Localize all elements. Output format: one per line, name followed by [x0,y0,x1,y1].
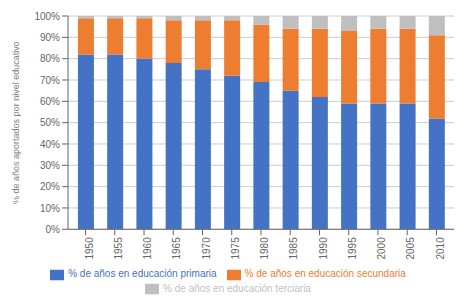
html-text:% de años en educación secunda: % de años en educación secundaria [244,268,406,280]
svg-text:% de años aportados por nivel: % de años aportados por nivel educativo [11,41,21,204]
svg-text:2010: 2010 [435,237,446,260]
svg-text:1980: 1980 [259,237,270,260]
svg-text:40%: 40% [40,139,60,150]
svg-text:1985: 1985 [288,237,299,260]
svg-text:60%: 60% [40,96,60,107]
svg-text:100%: 100% [34,11,60,22]
svg-text:1950: 1950 [84,237,95,260]
svg-text:2000: 2000 [376,237,387,260]
html-text:% de años en educación terciar: % de años en educación terciaria [163,282,311,294]
svg-text:0%: 0% [46,224,61,235]
svg-text:70%: 70% [40,75,60,86]
svg-text:90%: 90% [40,32,60,43]
svg-text:50%: 50% [40,117,60,128]
html-text:% de años en educación primari: % de años en educación primaria [68,268,217,280]
svg-text:1995: 1995 [347,237,358,260]
svg-text:10%: 10% [40,203,60,214]
svg-text:30%: 30% [40,160,60,171]
svg-text:80%: 80% [40,53,60,64]
svg-text:1975: 1975 [230,237,241,260]
svg-text:1960: 1960 [142,237,153,260]
svg-text:2005: 2005 [405,237,416,260]
svg-text:20%: 20% [40,181,60,192]
svg-text:1955: 1955 [113,237,124,260]
svg-text:1965: 1965 [171,237,182,260]
svg-text:1970: 1970 [201,237,212,260]
svg-text:1990: 1990 [318,237,329,260]
